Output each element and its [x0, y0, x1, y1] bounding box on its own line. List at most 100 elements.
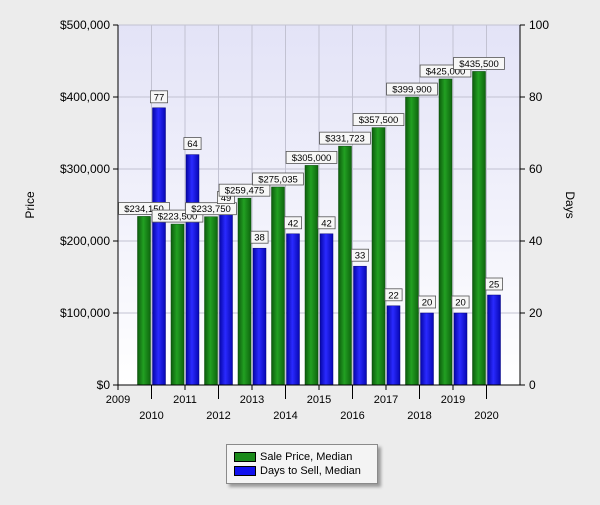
axes: $0 0 $100,000 20 $200,000 40 $300,000 60 $400,00…	[23, 18, 577, 422]
x-tick-label: 2012	[206, 410, 230, 422]
data-label-days-to-sell-2019: 20	[455, 298, 466, 309]
bar-sale-price-2014	[271, 186, 285, 386]
bar-days-to-sell-2013	[252, 247, 267, 386]
data-label-days-to-sell-2016: 33	[355, 251, 366, 262]
legend-swatch-sale-price	[234, 452, 256, 462]
x-tick-label: 2019	[441, 394, 465, 406]
y2-tick-label: 60	[529, 162, 543, 176]
y-tick-label: $0	[97, 378, 111, 392]
data-label-days-to-sell-2014-box	[283, 216, 302, 230]
data-label-days-to-sell-2014: 42	[288, 218, 299, 229]
bar-sale-price-2019	[438, 78, 453, 386]
data-label-sale-price-2018-box	[386, 82, 438, 96]
data-label-sale-price-2020-box	[453, 57, 505, 70]
x-tick-label: 2011	[173, 394, 197, 406]
bar-sale-price-2017	[371, 127, 386, 386]
bar-days-to-sell-2010	[152, 107, 166, 386]
x-tick-label: 2017	[374, 394, 398, 406]
y2-tick-label: 0	[529, 378, 536, 392]
x-tick-label: 2014	[273, 410, 297, 422]
data-label-days-to-sell-2020-box	[484, 277, 503, 291]
y2-tick-label: 20	[529, 306, 543, 320]
legend-label-sale-price: Sale Price, Median	[260, 451, 353, 463]
data-label-days-to-sell-2011-box	[183, 137, 202, 151]
y2-tick-label: 80	[529, 90, 543, 104]
bar-sale-price-2018	[405, 96, 419, 386]
data-label-sale-price-2017: $357,500	[359, 115, 399, 126]
data-label-sale-price-2015-box	[285, 150, 338, 164]
y-tick-label: $200,000	[60, 234, 110, 248]
legend: Sale Price, Median Days to Sell, Median	[226, 444, 378, 484]
data-label-sale-price-2016-box	[319, 131, 371, 145]
bar-days-to-sell-2017	[386, 305, 401, 386]
bar-sale-price-2015	[304, 165, 319, 386]
bar-days-to-sell-2019	[453, 312, 468, 386]
data-label-days-to-sell-2016-box	[350, 248, 369, 262]
legend-swatch-days-to-sell	[234, 466, 256, 476]
x-tick-label: 2015	[307, 394, 331, 406]
legend-label-days-to-sell: Days to Sell, Median	[260, 465, 361, 477]
y-tick-label: $300,000	[60, 162, 110, 176]
y-tick-label: $100,000	[60, 306, 110, 320]
y2-tick-label: 40	[529, 234, 543, 248]
data-label-days-to-sell-2015-box	[317, 216, 336, 230]
data-label-sale-price-2012: $233,750	[191, 204, 231, 215]
bar-days-to-sell-2014	[286, 233, 300, 386]
data-label-sale-price-2012-box	[185, 202, 237, 216]
data-label-sale-price-2011: $223,500	[158, 212, 198, 223]
data-label-days-to-sell-2013: 38	[254, 233, 265, 244]
legend-item-days-to-sell: Days to Sell, Median	[234, 464, 361, 478]
data-label-sale-price-2019: $425,000	[426, 67, 466, 78]
data-label-days-to-sell-2020: 25	[489, 280, 500, 291]
data-label-sale-price-2010: $234,150	[124, 204, 164, 215]
data-label-days-to-sell-2017: 22	[388, 290, 399, 301]
y-tick-label: $400,000	[60, 90, 110, 104]
data-label-sale-price-2020: $435,500	[459, 59, 499, 70]
bar-sale-price-2010	[137, 216, 151, 386]
data-label-days-to-sell-2017-box	[384, 288, 403, 302]
x-tick-label: 2016	[340, 410, 364, 422]
bar-sale-price-2013	[237, 197, 252, 386]
data-label-days-to-sell-2011: 64	[187, 139, 198, 150]
bar-days-to-sell-2020	[487, 294, 501, 386]
bar-days-to-sell-2018	[420, 312, 434, 386]
data-label-days-to-sell-2010: 77	[154, 92, 165, 103]
bar-sale-price-2020	[472, 71, 486, 386]
data-label-sale-price-2014: $275,035	[258, 174, 298, 185]
data-label-days-to-sell-2012: 49	[221, 193, 232, 204]
data-label-days-to-sell-2019-box	[451, 295, 470, 309]
data-label-days-to-sell-2018: 20	[422, 298, 433, 309]
y-tick-label: $500,000	[60, 18, 110, 32]
data-label-sale-price-2017-box	[352, 113, 405, 126]
x-tick-label: 2013	[240, 394, 264, 406]
bar-sale-price-2016	[338, 145, 352, 386]
bar-sale-price-2011	[170, 223, 185, 386]
data-label-days-to-sell-2010-box	[149, 90, 168, 104]
data-label-days-to-sell-2018-box	[417, 295, 436, 309]
data-label-sale-price-2015: $305,000	[292, 153, 332, 164]
bar-days-to-sell-2011	[185, 154, 200, 386]
y-axis-title: Price	[23, 191, 37, 219]
y2-tick-label: 100	[529, 18, 549, 32]
data-label-sale-price-2013: $259,475	[225, 186, 265, 197]
data-label-days-to-sell-2015: 42	[321, 218, 332, 229]
bar-days-to-sell-2012	[219, 208, 233, 386]
data-label-sale-price-2013-box	[218, 183, 271, 197]
data-label-sale-price-2016: $331,723	[325, 134, 365, 145]
x-tick-label: 2009	[106, 394, 130, 406]
bar-sale-price-2012	[204, 216, 218, 386]
x-tick-label: 2020	[474, 410, 498, 422]
bar-days-to-sell-2015	[319, 233, 334, 386]
x-tick-label: 2018	[407, 410, 431, 422]
x-tick-label: 2010	[139, 410, 163, 422]
y2-axis-title: Days	[563, 191, 577, 218]
data-label-sale-price-2018: $399,900	[392, 85, 432, 96]
data-label-days-to-sell-2013-box	[250, 230, 269, 244]
data-label-sale-price-2014-box	[252, 172, 304, 186]
bar-days-to-sell-2016	[353, 265, 367, 386]
legend-item-sale-price: Sale Price, Median	[234, 450, 352, 464]
gridlines	[118, 24, 520, 386]
